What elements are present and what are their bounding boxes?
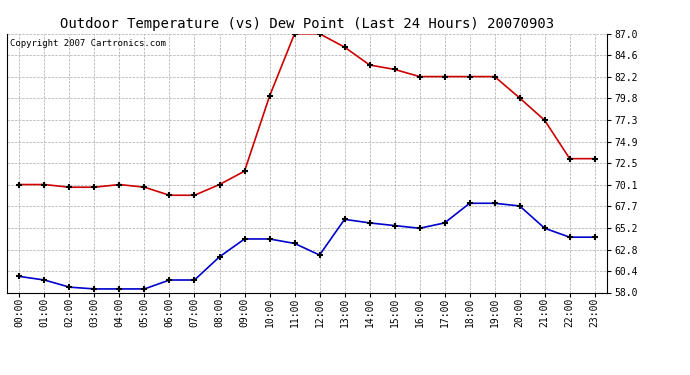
Text: Copyright 2007 Cartronics.com: Copyright 2007 Cartronics.com <box>10 39 166 48</box>
Title: Outdoor Temperature (vs) Dew Point (Last 24 Hours) 20070903: Outdoor Temperature (vs) Dew Point (Last… <box>60 17 554 31</box>
